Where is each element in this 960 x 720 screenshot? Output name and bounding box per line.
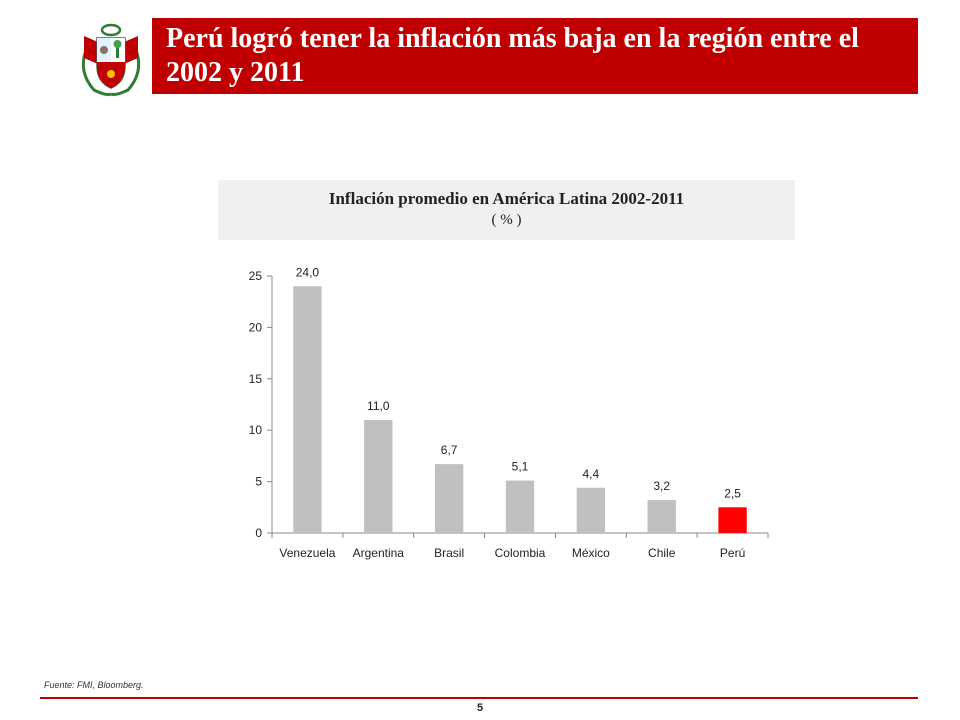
data-label: 5,1 xyxy=(512,460,529,474)
y-tick-label: 20 xyxy=(249,320,263,334)
y-tick-label: 10 xyxy=(249,423,263,437)
y-axis: 0 5 10 15 20 25 xyxy=(249,269,273,540)
chart-title-box: Inflación promedio en América Latina 200… xyxy=(218,180,795,240)
bar-argentina xyxy=(364,419,393,533)
bar-venezuela xyxy=(293,286,322,533)
peru-coat-of-arms-icon xyxy=(76,20,146,98)
page-number: 5 xyxy=(476,702,484,714)
x-tick-label: Argentina xyxy=(353,546,405,560)
bar-chile xyxy=(647,500,676,533)
bar-perú xyxy=(718,507,747,533)
data-label: 24,0 xyxy=(296,265,320,279)
y-tick-label: 15 xyxy=(249,372,263,386)
bars xyxy=(293,286,747,533)
x-tick-label: Venezuela xyxy=(279,546,335,560)
source-note: Fuente: FMI, Bloomberg. xyxy=(44,680,144,690)
data-label: 3,2 xyxy=(653,479,670,493)
header-bar xyxy=(152,18,918,94)
y-tick-label: 5 xyxy=(255,475,262,489)
bar-colombia xyxy=(505,480,535,533)
bar-brasil xyxy=(434,464,464,533)
x-tick-label: Perú xyxy=(720,546,745,560)
x-tick-label: Colombia xyxy=(495,546,546,560)
data-label: 6,7 xyxy=(441,443,458,457)
x-axis: Venezuela Argentina Brasil Colombia México Ch… xyxy=(271,532,769,560)
x-tick-label: Brasil xyxy=(434,546,464,560)
slide-title: Perú logró tener la inflación más baja e… xyxy=(166,23,859,88)
footer-line xyxy=(40,697,918,699)
value-labels: 24,0 11,0 6,7 5,1 4,4 3,2 2,5 xyxy=(296,265,741,500)
y-tick-label: 25 xyxy=(249,269,263,283)
data-label: 11,0 xyxy=(367,399,390,413)
chart-title: Inflación promedio en América Latina 200… xyxy=(328,189,685,208)
y-tick-label: 0 xyxy=(255,526,262,540)
bar-méxico xyxy=(576,487,606,533)
x-tick-label: México xyxy=(572,546,610,560)
x-tick-label: Chile xyxy=(648,546,676,560)
data-label: 4,4 xyxy=(583,467,600,481)
data-label: 2,5 xyxy=(724,486,741,500)
chart-unit: ( % ) xyxy=(491,212,522,228)
